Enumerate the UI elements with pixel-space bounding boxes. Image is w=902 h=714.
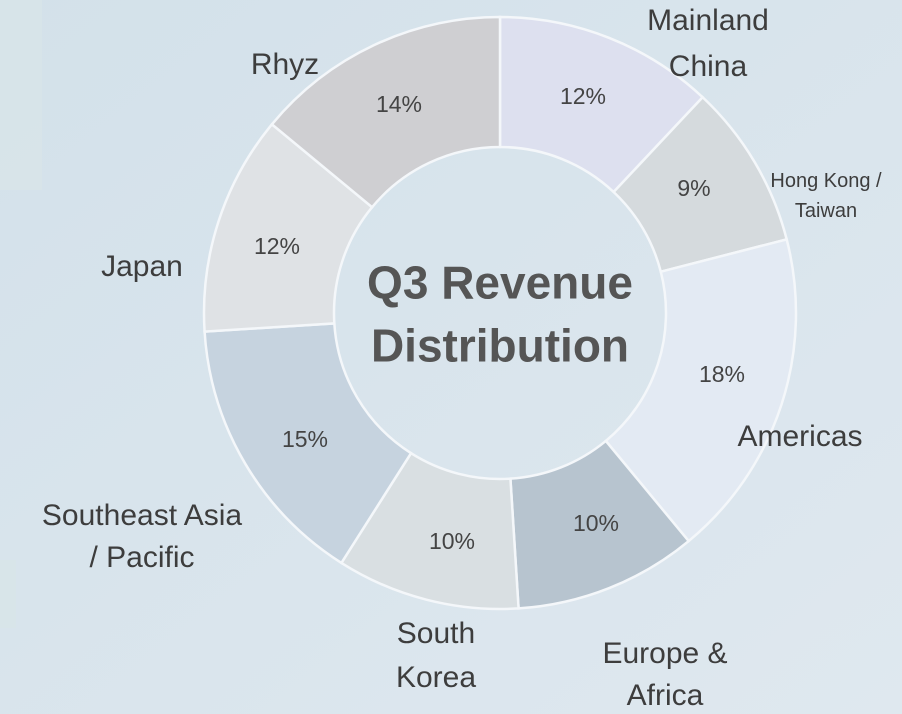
category-label: Hong Kong / Taiwan <box>770 170 882 222</box>
data-label: 9% <box>677 175 710 201</box>
category-label: Rhyz <box>251 48 319 81</box>
donut-slice <box>604 237 798 543</box>
donut-slice <box>270 15 502 209</box>
data-label: 14% <box>376 91 422 117</box>
category-label: Japan <box>101 250 183 283</box>
category-label: Americas <box>737 420 862 453</box>
slices <box>202 15 798 611</box>
data-label: 18% <box>699 361 745 387</box>
donut-slice <box>203 322 413 565</box>
category-label: South Korea <box>396 617 476 694</box>
decor <box>0 560 16 628</box>
category-label: Europe & Africa <box>602 637 727 712</box>
data-label: 12% <box>254 233 300 259</box>
data-label: 15% <box>282 426 328 452</box>
decor <box>0 0 42 190</box>
chart-title: Q3 Revenue Distribution <box>367 257 633 372</box>
category-label: Mainland China <box>647 4 769 83</box>
data-label: 10% <box>573 510 619 536</box>
category-label: Southeast Asia / Pacific <box>42 499 242 574</box>
data-label: 10% <box>429 528 475 554</box>
data-label: 12% <box>560 83 606 109</box>
